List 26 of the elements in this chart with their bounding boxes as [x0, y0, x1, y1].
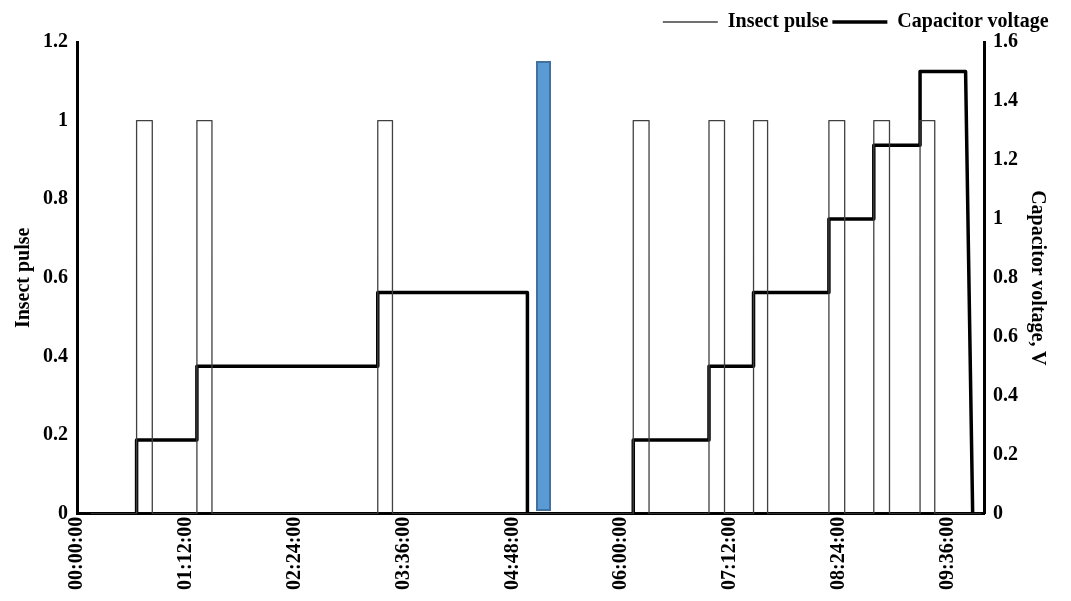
y-tick-label: 0.4	[43, 343, 68, 366]
y-tick-label: 1.2	[43, 29, 68, 52]
y2-tick-label: 1	[993, 206, 1003, 229]
x-tick-label: 02:24:00	[281, 516, 304, 591]
x-tick-label: 09:36:00	[934, 516, 957, 591]
y-tick-label: 0.2	[43, 422, 68, 445]
y-tick-label: 0.8	[43, 186, 68, 209]
y2-tick-label: 1.2	[993, 147, 1018, 170]
y2-tick-label: 0	[993, 500, 1003, 523]
x-tick-label: 06:00:00	[608, 516, 631, 591]
y2-tick-label: 0.8	[993, 265, 1018, 288]
legend-label: Insect pulse	[727, 9, 829, 33]
y2-tick-label: 0.2	[993, 441, 1018, 464]
x-tick-label: 04:48:00	[499, 516, 522, 591]
y2-tick-label: 0.6	[993, 323, 1018, 346]
x-tick-label: 01:12:00	[173, 516, 196, 591]
x-tick-label: 08:24:00	[826, 516, 849, 591]
x-tick-label: 07:12:00	[717, 516, 740, 591]
x-tick-label: 03:36:00	[390, 516, 413, 591]
y-tick-label: 0	[58, 500, 68, 523]
y-tick-label: 0.6	[43, 265, 68, 288]
y-tick-label: 1	[58, 107, 68, 130]
y2-axis-title: Capacitor voltage, V	[1026, 190, 1050, 367]
y2-tick-label: 1.4	[993, 88, 1018, 111]
y-axis-title: Insect pulse	[11, 227, 35, 329]
y2-tick-label: 0.4	[993, 382, 1018, 405]
